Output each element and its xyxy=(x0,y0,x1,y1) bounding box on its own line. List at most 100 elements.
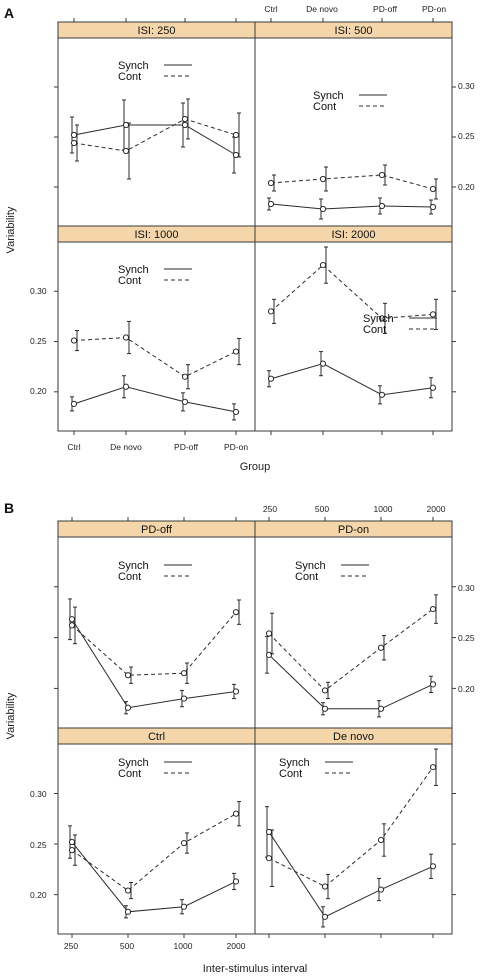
data-point-cont xyxy=(68,622,76,629)
panel-title: ISI: 500 xyxy=(335,25,373,37)
panel-frame xyxy=(57,727,256,935)
figure-a-top-tick: PD-on xyxy=(422,4,446,14)
figure-b-bottom-ticks: 250 500 1000 2000 xyxy=(64,941,246,951)
legend-cont-label: Cont xyxy=(118,768,141,780)
data-point-cont xyxy=(232,810,240,817)
data-point-cont xyxy=(429,606,437,613)
series-line-cont xyxy=(71,813,237,892)
figure-b-ylabel: Variability xyxy=(5,692,17,739)
panel-frame xyxy=(57,520,256,729)
figure-b-right-ytick: 0.30 xyxy=(458,583,475,593)
figure-a-left-ytick: 0.20 xyxy=(30,386,47,396)
figure-b-top-tick: 250 xyxy=(263,504,277,514)
figure-a-bottom-tick: Ctrl xyxy=(67,442,80,452)
legend-synch-label: Synch xyxy=(295,560,326,572)
data-point-cont xyxy=(265,630,273,637)
figure-a-bottom-ticks: Ctrl De novo PD-off PD-on xyxy=(67,442,248,452)
data-point-synch xyxy=(232,688,240,695)
legend-cont-label: Cont xyxy=(363,324,386,336)
series-line-synch xyxy=(73,124,237,156)
figure-a-right-yticks: 0.20 0.25 0.30 xyxy=(458,81,475,192)
figure-b-top-ticks: 250 500 1000 2000 xyxy=(263,504,446,514)
data-point-synch xyxy=(232,408,240,416)
data-point-synch xyxy=(429,203,437,211)
figure-b-bottom-tick: 2000 xyxy=(227,941,246,951)
figure-b-left-ytick: 0.20 xyxy=(30,890,47,900)
panel-title: PD-off xyxy=(141,524,173,536)
data-point-synch xyxy=(70,131,78,139)
figure-a-right-ytick: 0.20 xyxy=(458,182,475,192)
panel-frame xyxy=(254,21,453,227)
figure-a-top-tick: De novo xyxy=(306,4,338,14)
legend-synch-label: Synch xyxy=(118,60,149,72)
data-point-cont xyxy=(377,644,385,651)
data-point-synch xyxy=(122,383,130,390)
data-point-synch xyxy=(68,616,76,623)
panel-title: ISI: 250 xyxy=(138,25,176,37)
figure-b-right-ytick: 0.20 xyxy=(458,684,475,694)
panel-strip xyxy=(254,727,453,745)
data-point-cont xyxy=(429,311,437,318)
legend-synch-label: Synch xyxy=(118,560,149,572)
figure-a-top-tick: Ctrl xyxy=(264,4,277,14)
figure-b-bottom-tick: 250 xyxy=(64,941,78,951)
data-point-cont xyxy=(378,315,386,322)
data-point-cont xyxy=(321,883,329,890)
panel-title: Ctrl xyxy=(148,731,165,743)
figure-a-top-tick: PD-off xyxy=(373,4,398,14)
panel-strip xyxy=(254,21,453,39)
data-point-synch xyxy=(181,121,189,129)
series-line-synch xyxy=(71,841,237,913)
data-point-synch xyxy=(319,205,327,213)
figure-b-xlabel: Inter-stimulus interval xyxy=(203,963,308,975)
panel-title: PD-on xyxy=(338,524,369,536)
data-point-cont xyxy=(267,179,275,187)
data-point-cont xyxy=(232,609,240,616)
data-point-synch xyxy=(181,398,189,405)
figure-a-left-ytick: 0.25 xyxy=(30,336,47,346)
data-point-synch xyxy=(267,375,275,382)
panel-title: ISI: 2000 xyxy=(331,229,375,241)
figure-b-bottom-tick: 1000 xyxy=(174,941,193,951)
panel-strip xyxy=(254,520,453,538)
figure-a-top-ticks: Ctrl De novo PD-off PD-on xyxy=(264,4,446,14)
panel-frame xyxy=(254,225,453,432)
figure-a-left-yticks: 0.20 0.25 0.30 xyxy=(30,286,47,396)
data-point-synch xyxy=(378,202,386,210)
data-point-cont xyxy=(232,131,240,139)
data-point-synch xyxy=(265,651,273,658)
figure-b-left-ytick: 0.25 xyxy=(30,840,47,850)
series-line-synch xyxy=(270,203,434,210)
figure-a-xlabel: Group xyxy=(240,461,271,473)
data-point-synch xyxy=(267,200,275,208)
figure-a-ylabel: Variability xyxy=(5,206,17,253)
figure-a-left-ytick: 0.30 xyxy=(30,286,47,296)
legend-synch-label: Synch xyxy=(313,90,344,102)
series-line-cont xyxy=(268,608,434,692)
data-point-synch xyxy=(429,384,437,391)
data-point-synch xyxy=(319,360,327,367)
figure-a-bottom-tick: PD-on xyxy=(224,442,248,452)
figure-b-bottom-tick: 500 xyxy=(120,941,134,951)
figure-b-left-ytick: 0.30 xyxy=(30,789,47,799)
data-point-cont xyxy=(180,670,188,677)
figure-b-top-tick: 1000 xyxy=(374,504,393,514)
legend-synch-label: Synch xyxy=(279,757,310,769)
data-point-cont xyxy=(321,687,329,694)
series-line-cont xyxy=(73,118,237,152)
data-point-cont xyxy=(181,115,189,123)
series-line-synch xyxy=(270,363,434,396)
data-point-synch xyxy=(124,704,132,711)
panel-strip xyxy=(254,225,453,243)
data-point-synch xyxy=(180,695,188,702)
data-point-cont xyxy=(70,337,78,344)
data-point-cont xyxy=(267,308,275,315)
